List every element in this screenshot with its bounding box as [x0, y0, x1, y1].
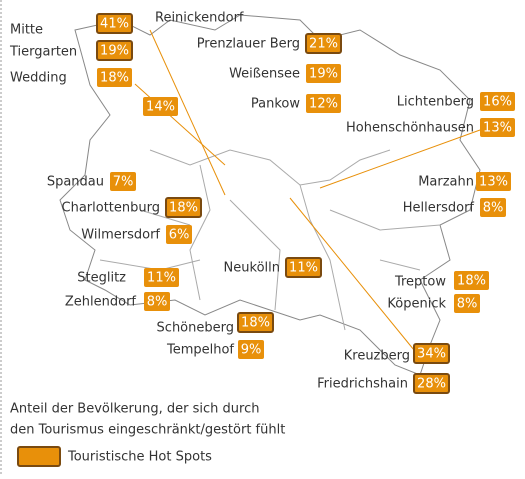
- district-name: Weißensee: [229, 67, 300, 82]
- value-box: [143, 97, 178, 116]
- value-box: [237, 312, 274, 333]
- value-box: [97, 68, 132, 87]
- value-label: 11%: [289, 261, 318, 276]
- value-label: 18%: [241, 316, 270, 331]
- value-box: [96, 13, 133, 34]
- value-label: 8%: [147, 295, 168, 310]
- value-label: 8%: [457, 297, 478, 312]
- note-line: Anteil der Bevölkerung, der sich durch: [10, 402, 259, 417]
- value-box: [305, 33, 342, 54]
- value-box: [454, 271, 489, 290]
- district-name: Mitte: [10, 23, 43, 38]
- district-name: Schöneberg: [157, 321, 234, 336]
- district-name: Kreuzberg: [344, 349, 410, 364]
- district-name: Zehlendorf: [65, 295, 137, 310]
- district-name: Reinickendorf: [155, 11, 244, 26]
- value-box: [144, 292, 170, 311]
- value-label: 18%: [100, 71, 129, 86]
- value-label: 7%: [113, 175, 134, 190]
- value-label: 19%: [309, 67, 338, 82]
- value-label: 28%: [417, 377, 446, 392]
- value-box: [166, 225, 192, 244]
- value-box: [165, 197, 202, 218]
- leader-line: [149, 29, 226, 196]
- district-name: Marzahn: [418, 175, 474, 190]
- district-name: Steglitz: [77, 271, 126, 286]
- district-name: Tiergarten: [9, 45, 77, 60]
- value-box: [238, 340, 264, 359]
- value-label: 19%: [100, 44, 129, 59]
- leader-line: [319, 129, 481, 189]
- value-box: [285, 257, 322, 278]
- district-name: Wedding: [10, 71, 67, 86]
- district-name: Köpenick: [387, 297, 446, 312]
- legend-swatch: [17, 446, 61, 467]
- value-label: 41%: [100, 17, 129, 32]
- value-box: [306, 94, 341, 113]
- district-name: Hohenschönhausen: [346, 121, 474, 136]
- value-label: 6%: [169, 228, 190, 243]
- value-label: 34%: [417, 347, 446, 362]
- value-label: 8%: [483, 201, 504, 216]
- value-label: 12%: [309, 97, 338, 112]
- value-box: [306, 64, 341, 83]
- value-box: [413, 373, 450, 394]
- district-name: Neukölln: [224, 261, 280, 276]
- district-name: Wilmersdorf: [81, 228, 160, 243]
- value-box: [480, 198, 506, 217]
- value-box: [144, 268, 179, 287]
- value-box: [96, 40, 133, 61]
- value-box: [480, 118, 515, 137]
- value-label: 18%: [457, 274, 486, 289]
- leader-line: [289, 197, 415, 351]
- value-label: 21%: [309, 37, 338, 52]
- value-label: 14%: [146, 100, 175, 115]
- district-name: Pankow: [251, 97, 300, 112]
- district-name: Lichtenberg: [397, 95, 474, 110]
- district-name: Prenzlauer Berg: [197, 37, 300, 52]
- district-name: Hellersdorf: [403, 201, 475, 216]
- value-box: [480, 92, 515, 111]
- district-name: Friedrichshain: [317, 377, 408, 392]
- value-box: [454, 294, 480, 313]
- district-name: Tempelhof: [166, 343, 234, 358]
- value-box: [413, 343, 450, 364]
- value-label: 16%: [483, 95, 512, 110]
- value-label: 13%: [479, 175, 508, 190]
- value-label: 13%: [483, 121, 512, 136]
- value-label: 9%: [241, 343, 262, 358]
- note-line: den Tourismus eingeschränkt/gestört fühl…: [10, 423, 285, 438]
- district-name: Treptow: [394, 275, 446, 290]
- district-name: Charlottenburg: [62, 201, 160, 216]
- value-box: [110, 172, 136, 191]
- legend-label: Touristische Hot Spots: [67, 450, 212, 465]
- value-box: [476, 172, 511, 191]
- district-name: Spandau: [47, 175, 104, 190]
- value-label: 11%: [147, 271, 176, 286]
- value-label: 18%: [169, 201, 198, 216]
